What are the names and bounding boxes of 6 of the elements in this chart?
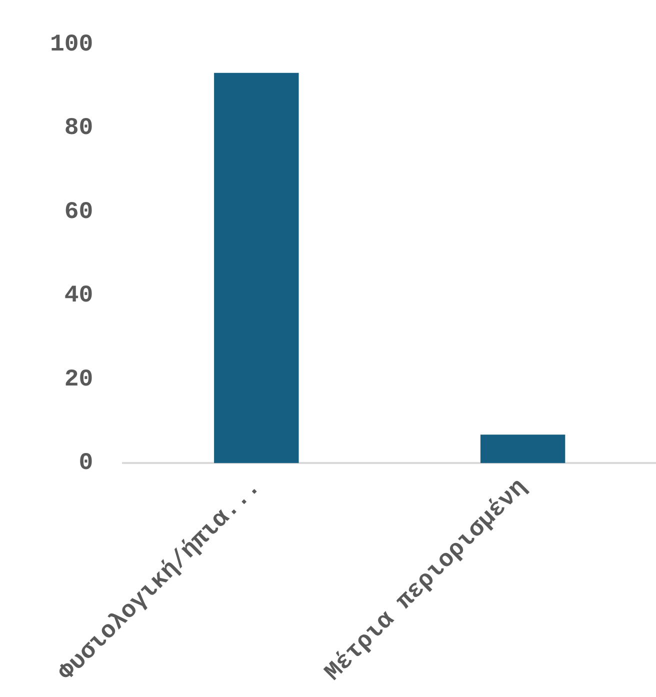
y-tick-label: 100	[50, 31, 94, 58]
y-tick-label: 20	[64, 366, 94, 394]
y-tick-label: 40	[64, 282, 94, 310]
y-tick-label: 0	[78, 450, 94, 478]
y-tick-label: 60	[64, 198, 94, 226]
y-tick-label: 80	[64, 115, 94, 142]
